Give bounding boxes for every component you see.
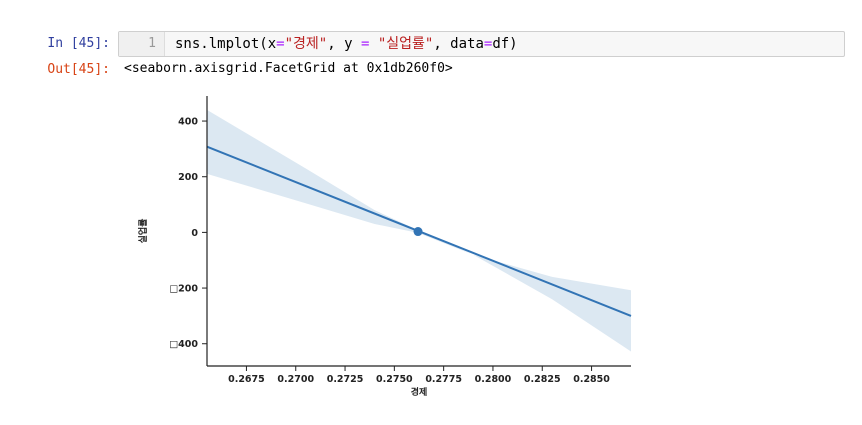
code-arg-y: , y: [327, 36, 361, 52]
line-number: 1: [119, 32, 165, 56]
code-string-x: "경제": [284, 36, 328, 52]
x-tick-label: 0.2725: [327, 374, 364, 385]
code-operator: =: [276, 36, 285, 52]
x-tick-label: 0.2850: [573, 374, 610, 385]
code-string-y: "실업률": [377, 36, 434, 52]
x-tick-label: 0.2775: [425, 374, 462, 385]
y-tick-label: 200: [178, 172, 198, 183]
y-tick-label: 0: [191, 228, 198, 239]
code-cell-input[interactable]: 1 sns.lmplot(x="경제", y = "실업률", data=df): [118, 31, 845, 57]
code-operator: =: [360, 36, 370, 52]
x-tick-label: 0.2675: [228, 374, 265, 385]
x-tick-label: 0.2825: [524, 374, 561, 385]
y-tick-label: □400: [169, 339, 198, 350]
code-end: df): [492, 36, 518, 52]
output-text: <seaborn.axisgrid.FacetGrid at 0x1db260f…: [124, 61, 453, 76]
x-axis-label: 경제: [411, 386, 428, 398]
x-tick-label: 0.2800: [475, 374, 512, 385]
y-tick-label: □200: [169, 284, 198, 295]
x-tick-label: 0.2750: [376, 374, 413, 385]
code-line[interactable]: sns.lmplot(x="경제", y = "실업률", data=df): [175, 32, 518, 56]
output-prompt: Out[45]:: [47, 62, 110, 77]
x-tick-label: 0.2700: [277, 374, 314, 385]
y-tick-label: 400: [178, 117, 198, 128]
data-point: [413, 227, 423, 237]
code-arg-data: , data: [433, 36, 484, 52]
input-prompt: In [45]:: [47, 36, 110, 51]
code-operator: =: [483, 36, 493, 52]
y-axis-label: 실업률: [137, 219, 149, 244]
code-call: sns.lmplot(x: [175, 36, 277, 52]
